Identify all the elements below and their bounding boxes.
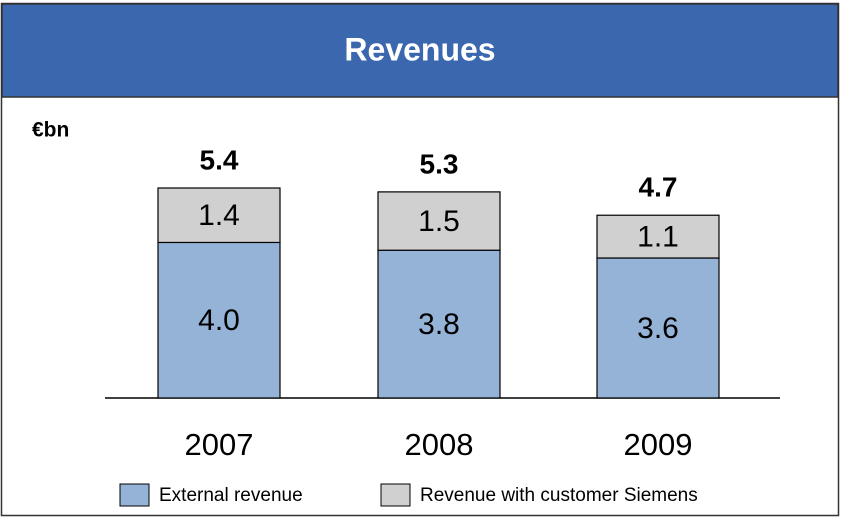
- segment-label: 3.8: [418, 308, 460, 341]
- header: [1, 3, 839, 98]
- segment-label: 1.1: [637, 221, 679, 254]
- legend-label: External revenue: [159, 485, 303, 506]
- total-label: 5.3: [420, 148, 459, 179]
- bar-segment: [596, 214, 720, 259]
- unit-label: €bn: [32, 119, 69, 142]
- bar-segment: [157, 187, 281, 244]
- bar-segment: [377, 191, 501, 251]
- legend-swatch: [380, 483, 411, 507]
- chart-title: Revenues: [344, 31, 495, 67]
- segment-label: 4.0: [198, 304, 240, 337]
- segment-label: 3.6: [637, 312, 679, 345]
- segment-label: 1.4: [198, 199, 240, 232]
- legend-swatch: [119, 483, 150, 507]
- bar-segment: [596, 257, 720, 399]
- total-label: 4.7: [639, 172, 678, 203]
- total-label: 5.4: [200, 144, 239, 175]
- x-tick-label: 2007: [185, 427, 254, 462]
- x-tick-label: 2008: [405, 427, 474, 462]
- segment-label: 1.5: [418, 205, 460, 238]
- x-tick-label: 2009: [624, 427, 693, 462]
- bar-segment: [377, 249, 501, 399]
- legend-label: Revenue with customer Siemens: [420, 485, 698, 506]
